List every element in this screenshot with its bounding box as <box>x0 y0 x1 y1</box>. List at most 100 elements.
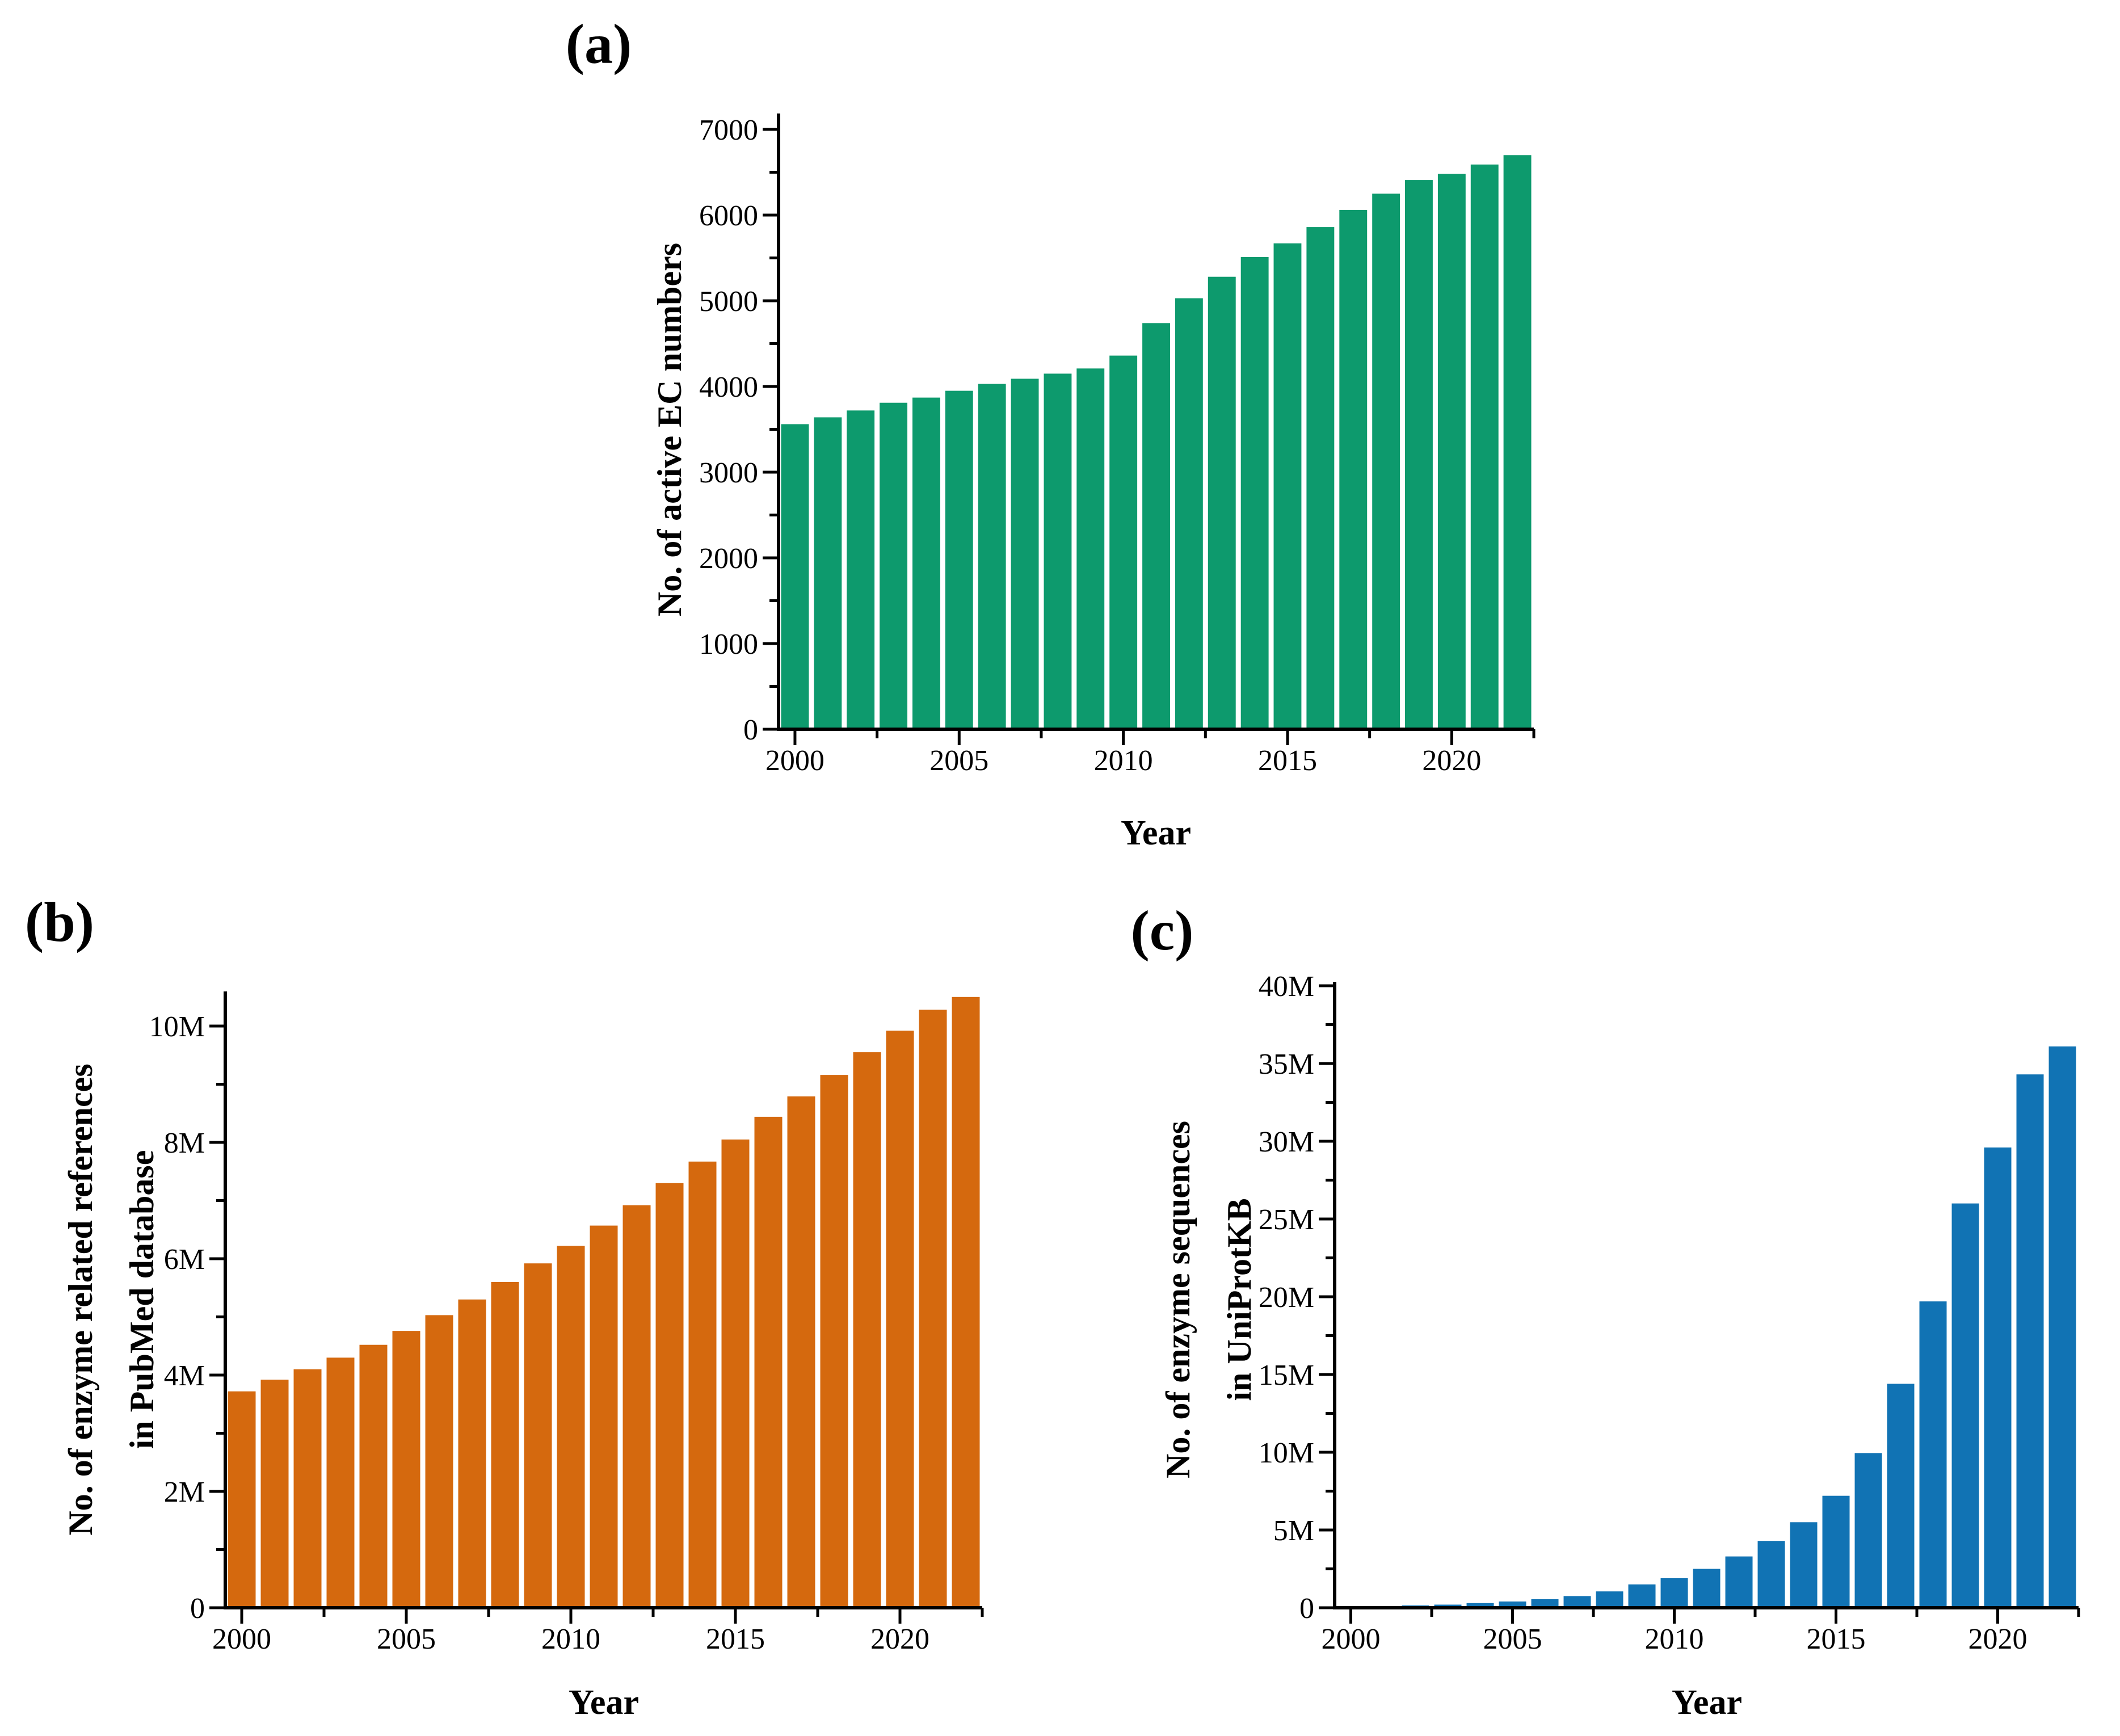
y-tick-label-a: 4000 <box>699 371 758 403</box>
panel-c-y-axis-title-line2: in UniProtKB <box>1221 1198 1258 1401</box>
bar-c-2007 <box>1563 1596 1591 1608</box>
bar-c-2017 <box>1887 1384 1915 1608</box>
bar-c-2022 <box>2049 1046 2076 1608</box>
panel-c-x-axis-title: Year <box>1672 1683 1742 1722</box>
panel-c-y-axis-title: No. of enzyme sequences in UniProtKB <box>1147 1121 1270 1478</box>
panel-c-y-axis-title-line1: No. of enzyme sequences <box>1159 1121 1197 1478</box>
bar-c-2021 <box>2016 1074 2044 1608</box>
axis-lines-b <box>224 991 982 1609</box>
bar-a-2020 <box>1437 174 1466 729</box>
bar-c-2003 <box>1434 1604 1462 1608</box>
bar-c-2016 <box>1854 1453 1882 1608</box>
panel-b-y-axis-title-line1: No. of enzyme related references <box>62 1064 99 1536</box>
bar-a-2007 <box>1011 379 1039 729</box>
bar-a-2018 <box>1372 194 1400 730</box>
bar-b-2008 <box>491 1282 519 1608</box>
bar-c-2011 <box>1693 1569 1721 1608</box>
bar-b-2010 <box>557 1246 585 1608</box>
bar-c-2000 <box>1337 1607 1365 1608</box>
x-tick-label-b: 2010 <box>541 1623 600 1655</box>
bar-a-2008 <box>1044 373 1072 729</box>
bar-a-2001 <box>814 417 842 729</box>
x-tick-label-a: 2015 <box>1258 745 1317 777</box>
y-tick-label-b: 10M <box>149 1011 205 1043</box>
bar-a-2012 <box>1175 298 1203 729</box>
bar-c-2002 <box>1402 1605 1429 1608</box>
x-tick-label-c: 2005 <box>1483 1623 1542 1655</box>
panel-a-label: (a) <box>565 12 632 75</box>
panel-b-label: (b) <box>24 890 95 953</box>
bar-a-2015 <box>1273 243 1302 729</box>
panel-b-y-axis-title-line2: in PubMed database <box>123 1150 161 1449</box>
x-tick-label-c: 2020 <box>1968 1623 2028 1655</box>
bar-b-2021 <box>919 1010 947 1608</box>
bar-a-2003 <box>880 402 907 729</box>
x-tick-label-b: 2020 <box>870 1623 929 1655</box>
x-tick-label-c: 2015 <box>1807 1623 1866 1655</box>
bar-b-2017 <box>787 1096 815 1608</box>
bar-c-2009 <box>1628 1584 1656 1608</box>
axis-lines-a <box>777 114 1534 731</box>
axis-lines-c <box>1333 982 2079 1609</box>
y-tick-label-c: 5M <box>1273 1515 1314 1547</box>
panel-a-y-axis-title-line1: No. of active EC numbers <box>651 242 688 617</box>
bar-b-2007 <box>458 1299 486 1608</box>
bar-a-2000 <box>781 424 809 729</box>
bar-a-2011 <box>1142 323 1170 729</box>
panel-c-label: (c) <box>1130 899 1194 962</box>
bar-a-2005 <box>945 390 973 729</box>
y-tick-label-a: 0 <box>743 714 758 746</box>
bar-a-2014 <box>1240 257 1269 729</box>
x-tick-label-b: 2005 <box>377 1623 436 1655</box>
bar-a-2009 <box>1076 368 1105 729</box>
panel-a-y-axis-title: No. of active EC numbers <box>639 243 700 616</box>
panel-b-y-axis-title: No. of enzyme related references in PubM… <box>50 1064 173 1535</box>
bar-a-2016 <box>1306 227 1335 730</box>
bar-c-2013 <box>1757 1541 1785 1608</box>
bar-b-2015 <box>721 1139 750 1608</box>
x-tick-label-c: 2010 <box>1645 1623 1704 1655</box>
bar-c-2018 <box>1919 1301 1947 1608</box>
x-tick-label-a: 2020 <box>1422 745 1481 777</box>
bar-c-2014 <box>1790 1522 1818 1608</box>
y-tick-label-c: 0 <box>1299 1592 1314 1625</box>
y-tick-label-b: 0 <box>190 1592 205 1625</box>
y-tick-label-a: 5000 <box>699 285 758 318</box>
bar-a-2006 <box>978 384 1006 729</box>
bar-c-2005 <box>1499 1602 1526 1608</box>
bar-b-2018 <box>820 1075 848 1608</box>
x-tick-label-a: 2010 <box>1094 745 1153 777</box>
bar-a-2021 <box>1470 164 1499 729</box>
y-tick-label-a: 3000 <box>699 457 758 489</box>
x-tick-label-b: 2000 <box>212 1623 271 1655</box>
bar-b-2013 <box>655 1183 684 1608</box>
y-tick-label-c: 35M <box>1259 1048 1314 1081</box>
bar-b-2012 <box>622 1205 651 1608</box>
x-tick-label-a: 2000 <box>765 745 825 777</box>
y-tick-label-a: 7000 <box>699 114 758 146</box>
bar-b-2006 <box>425 1315 453 1608</box>
bar-b-2014 <box>688 1161 717 1608</box>
bar-a-2004 <box>912 397 940 729</box>
bar-b-2011 <box>590 1225 618 1608</box>
x-tick-label-a: 2005 <box>929 745 989 777</box>
bar-b-2009 <box>524 1263 552 1608</box>
bar-b-2019 <box>853 1052 881 1608</box>
bar-b-2005 <box>392 1331 420 1608</box>
bar-c-2001 <box>1369 1606 1397 1608</box>
x-tick-label-c: 2000 <box>1322 1623 1381 1655</box>
panel-b-x-axis-title: Year <box>569 1683 639 1722</box>
bar-b-2001 <box>260 1380 289 1608</box>
bar-b-2022 <box>952 997 980 1608</box>
bar-c-2012 <box>1725 1556 1753 1608</box>
bar-c-2019 <box>1951 1203 1979 1608</box>
bar-a-2022 <box>1503 155 1532 729</box>
y-tick-label-a: 6000 <box>699 200 758 232</box>
bar-b-2003 <box>326 1357 355 1608</box>
bar-a-2010 <box>1109 355 1138 729</box>
bar-b-2020 <box>886 1031 914 1608</box>
bar-c-2010 <box>1660 1578 1688 1608</box>
